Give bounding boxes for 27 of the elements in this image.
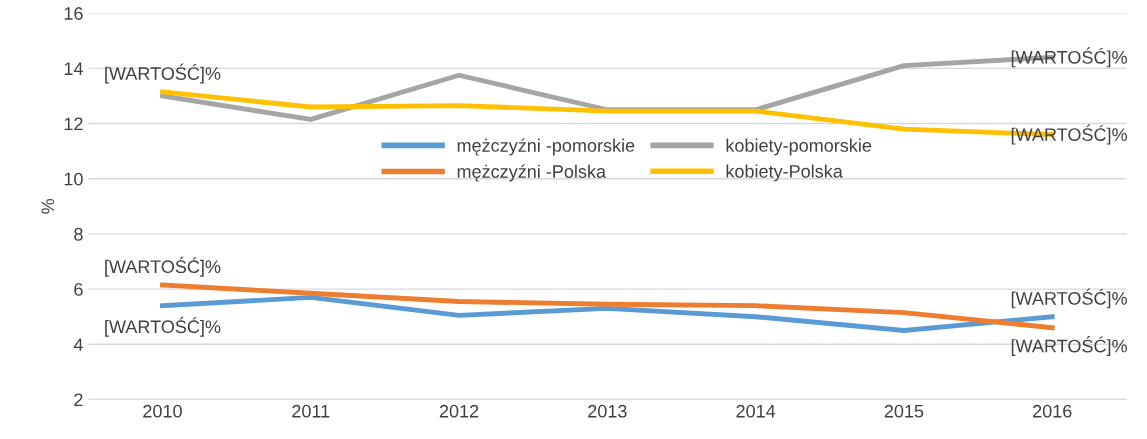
annotation: [WARTOŚĆ]% (1011, 47, 1127, 68)
legend-label: mężczyźni -pomorskie (457, 138, 635, 156)
annotation: [WARTOŚĆ]% (105, 256, 221, 277)
x-tick-label: 2012 (439, 404, 479, 418)
legend-label: mężczyźni -Polska (457, 164, 607, 182)
x-tick-label: 2014 (736, 404, 776, 418)
y-tick-label: 12 (64, 117, 83, 131)
y-tick-label: 2 (74, 393, 83, 407)
legend-label: kobiety-Polska (726, 164, 843, 182)
y-tick-label: 8 (74, 227, 83, 241)
x-tick-label: 2011 (292, 404, 330, 418)
y-axis-title: % (41, 198, 55, 214)
legend-label: kobiety-pomorskie (726, 138, 872, 156)
annotation: [WARTOŚĆ]% (1011, 336, 1127, 357)
x-tick-label: 2010 (143, 404, 182, 418)
y-tick-label: 14 (64, 62, 83, 75)
y-tick-label: 4 (73, 338, 83, 351)
annotation: [WARTOŚĆ]% (1011, 124, 1127, 145)
x-tick-label: 2013 (588, 404, 627, 418)
annotation: [WARTOŚĆ]% (1011, 288, 1127, 309)
x-tick-label: 2016 (1033, 404, 1072, 418)
y-tick-label: 6 (74, 283, 83, 296)
annotation: [WARTOŚĆ]% (105, 316, 221, 337)
y-tick-label: 16 (64, 7, 83, 20)
y-tick-label: 10 (64, 172, 83, 186)
x-tick-label: 2015 (884, 404, 924, 418)
annotation: [WARTOŚĆ]% (105, 63, 221, 84)
